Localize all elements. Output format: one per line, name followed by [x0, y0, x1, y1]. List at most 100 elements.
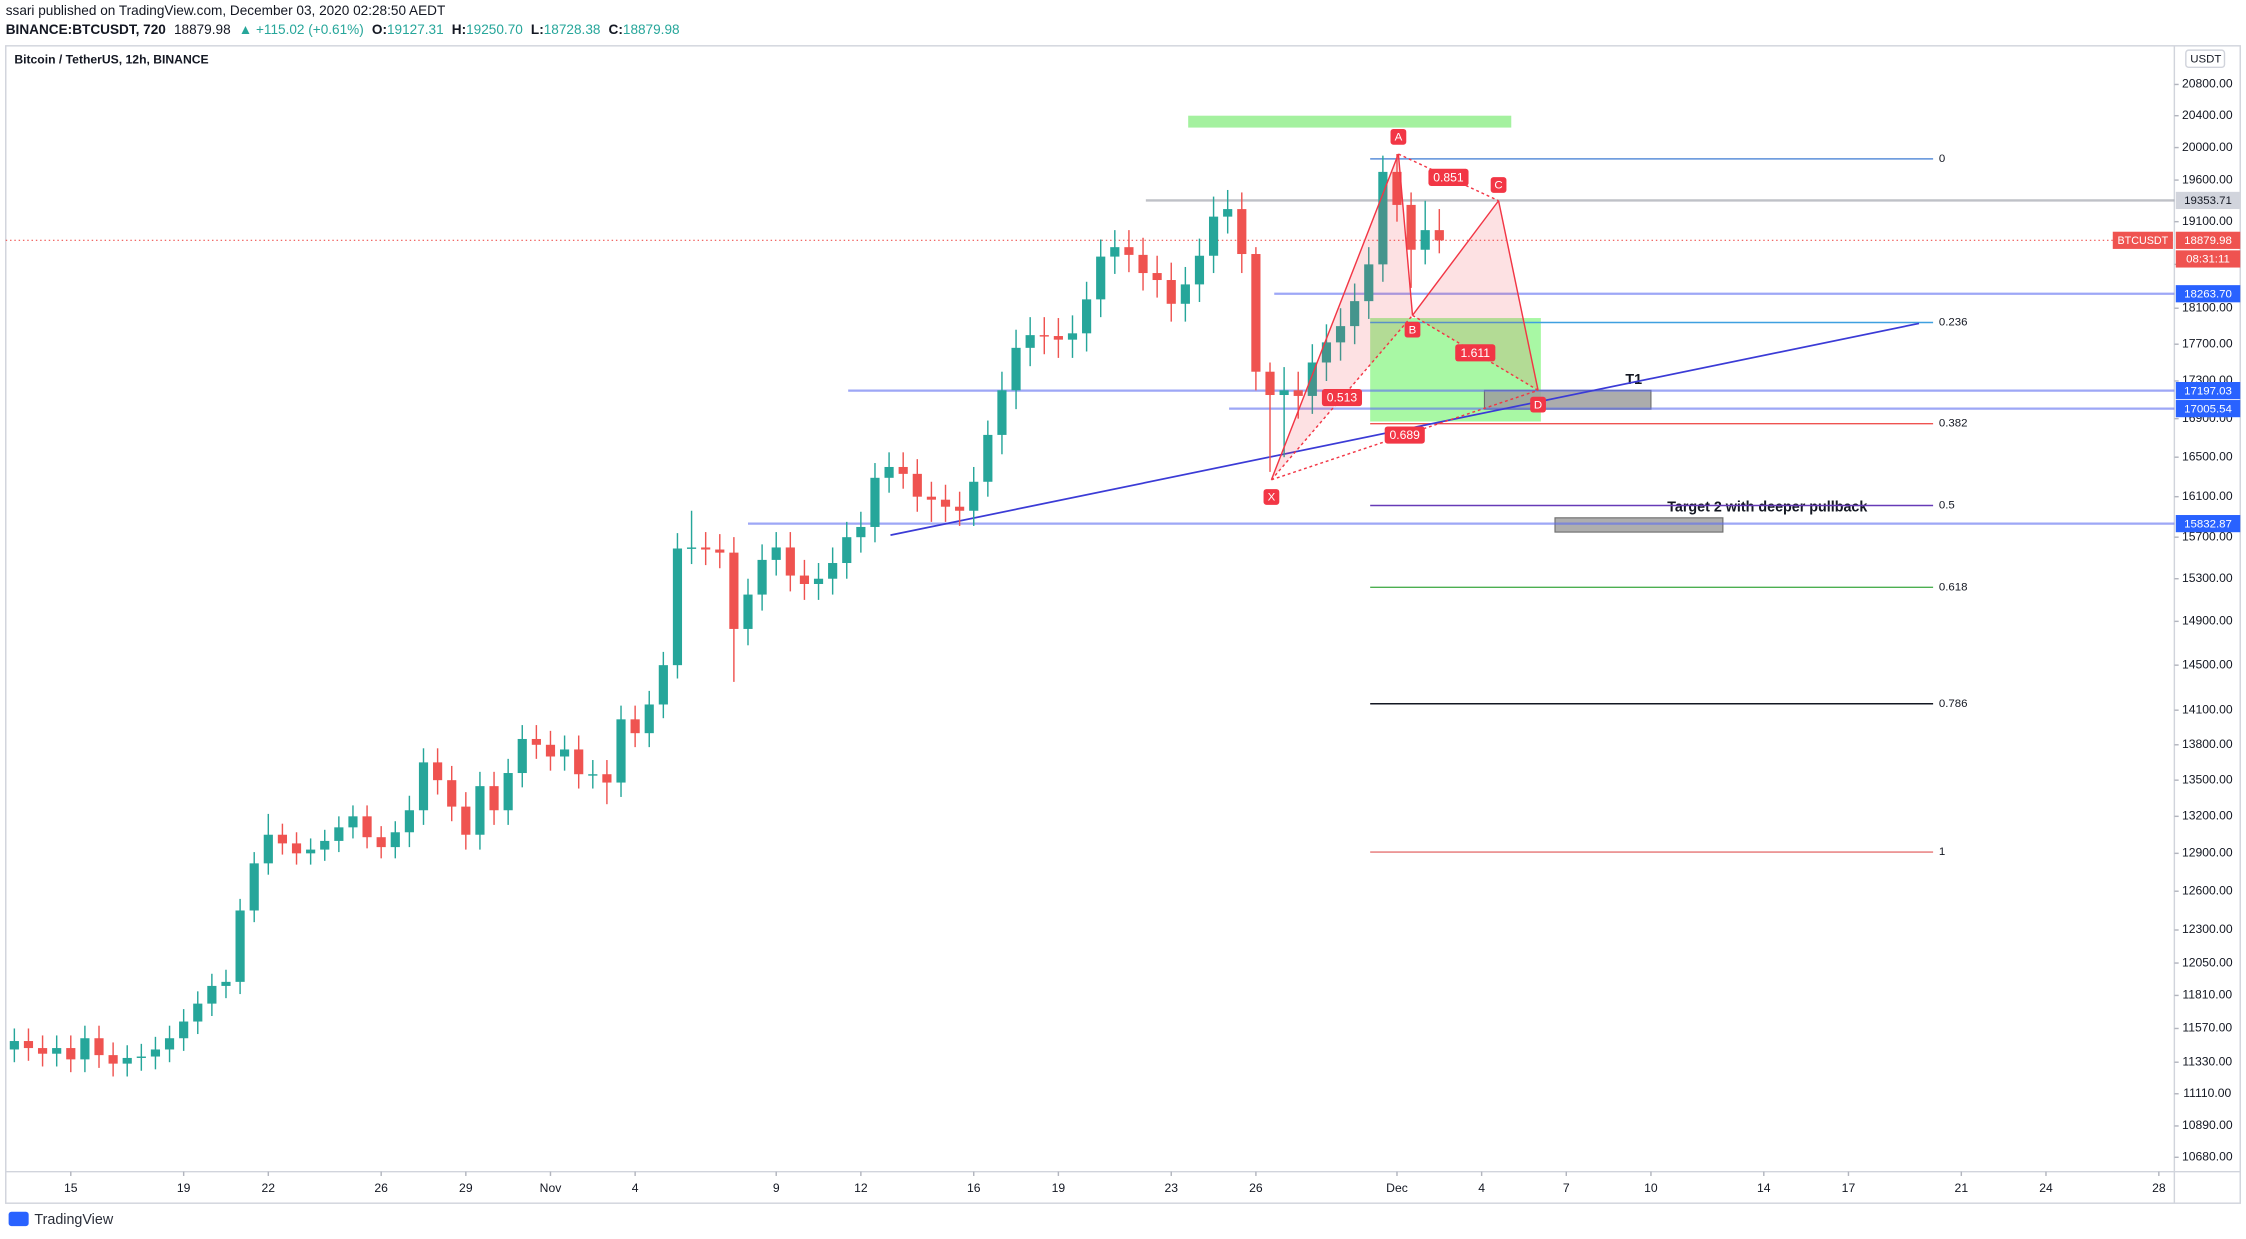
- last-price: 18879.98: [174, 22, 231, 37]
- zone: [1188, 115, 1512, 128]
- y-tick-label: 15700.00: [2182, 529, 2233, 543]
- candle-body: [320, 840, 330, 850]
- candle-body: [997, 390, 1007, 435]
- currency-box[interactable]: [2185, 49, 2226, 69]
- ratio-label: 0.513: [1327, 391, 1358, 405]
- candle-body: [1321, 342, 1332, 363]
- candle-body: [1194, 255, 1205, 285]
- logo-icon: [8, 1211, 29, 1227]
- fib-label: 0.618: [1939, 581, 1968, 593]
- candle-body: [940, 499, 951, 507]
- candle-body: [574, 749, 584, 775]
- point-label: A: [1395, 132, 1403, 144]
- candle-body: [207, 985, 217, 1004]
- pattern-ratio-line: [1271, 389, 1539, 481]
- fib-label: 0: [1939, 153, 1945, 165]
- pattern-ratio-line: [1412, 314, 1539, 391]
- candle-body: [9, 1041, 19, 1050]
- price-level-label: 15832.87: [2184, 518, 2232, 530]
- candle-body: [701, 547, 711, 550]
- candle-body: [1364, 264, 1374, 302]
- candle-body: [418, 762, 429, 811]
- y-tick-label: 11330.00: [2182, 1054, 2232, 1068]
- candle-body: [1293, 390, 1303, 396]
- candle-body: [771, 547, 781, 560]
- candle-body: [828, 563, 838, 579]
- price-level-label: 19353.71: [2184, 195, 2232, 207]
- x-tick-label: 16: [967, 1181, 981, 1195]
- pattern-leg: [1397, 153, 1414, 316]
- logo-text: TradingView: [34, 1212, 113, 1228]
- point-box: [1530, 396, 1546, 413]
- candle-body: [193, 1003, 203, 1022]
- candle-body: [37, 1048, 48, 1054]
- candle-body: [842, 537, 852, 564]
- fib-label: 0.5: [1939, 500, 1955, 512]
- ohlc-value: 18879.98: [623, 22, 680, 37]
- candle-body: [461, 806, 471, 835]
- ohlc-value: 19250.70: [466, 22, 523, 37]
- y-tick-label: 13500.00: [2182, 772, 2233, 786]
- price-level-label-box: [2175, 285, 2241, 303]
- candle-body: [757, 559, 767, 595]
- candle-body: [1406, 204, 1416, 250]
- candle-body: [164, 1038, 175, 1050]
- candle-body: [1011, 347, 1021, 391]
- pattern-leg: [1411, 200, 1500, 316]
- candle-body: [531, 738, 541, 745]
- candle-body: [1350, 301, 1360, 327]
- candle-body: [376, 837, 386, 848]
- candle-body: [616, 719, 626, 783]
- y-tick-label: 16500.00: [2182, 449, 2233, 463]
- symbol-label: BTCUSDT: [2117, 235, 2168, 247]
- candle-body: [644, 704, 654, 734]
- candle-body: [1251, 254, 1261, 372]
- y-tick-label: 12300.00: [2182, 922, 2233, 936]
- published-line: ssari published on TradingView.com, Dece…: [6, 3, 446, 18]
- candle-body: [926, 496, 936, 500]
- x-tick-label: 22: [262, 1181, 276, 1195]
- price-level-label: 17197.03: [2184, 385, 2232, 397]
- zone: [1554, 517, 1724, 533]
- x-tick-label: 29: [459, 1181, 473, 1195]
- candle-body: [1307, 362, 1317, 396]
- candle-body: [447, 780, 457, 807]
- candle-body: [1223, 209, 1233, 217]
- y-tick-label: 20000.00: [2182, 140, 2233, 154]
- price-level-label-box: [2175, 382, 2241, 400]
- ratio-label: 0.689: [1390, 428, 1421, 442]
- candle-body: [1025, 335, 1035, 348]
- y-tick-label: 14500.00: [2182, 657, 2233, 671]
- logo: TradingView: [8, 1211, 114, 1228]
- ratio-box: [1321, 388, 1363, 407]
- candle-body: [66, 1048, 76, 1060]
- candle-body: [1335, 326, 1346, 343]
- candle-body: [898, 466, 908, 474]
- candle-body: [1434, 230, 1444, 241]
- y-tick-label: 13200.00: [2182, 809, 2233, 823]
- ohlc-key: L:: [531, 22, 544, 37]
- candle-body: [1082, 299, 1092, 334]
- chart-title: Bitcoin / TetherUS, 12h, BINANCE: [14, 52, 208, 66]
- candle-body: [743, 594, 753, 629]
- point-label: C: [1494, 180, 1502, 192]
- price-level-label-box: [2175, 191, 2241, 210]
- x-tick-label: 4: [632, 1181, 639, 1195]
- candle-body: [686, 547, 697, 549]
- candle-body: [1152, 273, 1162, 281]
- symbol: BINANCE:BTCUSDT, 720: [6, 22, 166, 37]
- currency[interactable]: USDT: [2190, 53, 2221, 65]
- zone: [1483, 389, 1652, 410]
- y-tick-label: 14900.00: [2182, 614, 2233, 628]
- point-label: X: [1268, 492, 1276, 504]
- y-tick-label: 12900.00: [2182, 846, 2233, 860]
- candle-body: [715, 549, 725, 553]
- price-level-label-box: [2175, 400, 2241, 418]
- fib-label: 1: [1939, 846, 1945, 858]
- point-box: [1263, 489, 1280, 505]
- candle-body: [179, 1021, 189, 1039]
- candle-body: [672, 548, 683, 666]
- fib-label: 0.382: [1939, 418, 1968, 430]
